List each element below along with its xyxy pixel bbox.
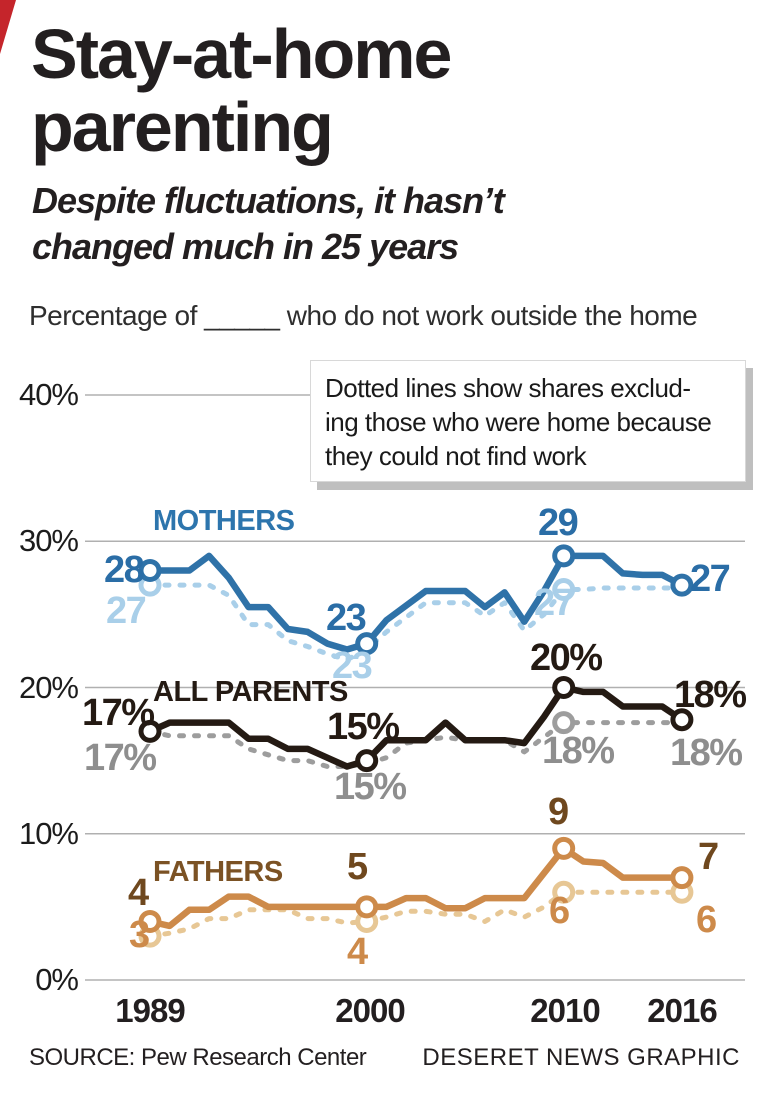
y-tick-40: 40% [18,377,79,412]
value-label: 27 [106,590,147,632]
value-label: 4 [347,931,368,973]
series-line-parents-dashed [147,720,685,769]
value-label: 5 [347,846,368,888]
data-marker-parents-solid-2010 [552,676,576,699]
x-tick-2010: 2010 [530,992,600,1029]
value-label: 15% [327,706,400,748]
series-line-fathers-dashed [147,889,685,939]
data-marker-parents-solid-1989 [138,719,162,743]
value-label: 4 [128,872,149,914]
series-line-fathers-solid [146,845,686,930]
value-label: 18% [542,730,615,772]
series-label-mothers: MOTHERS [153,505,295,537]
data-marker-mothers-solid-2016 [670,573,694,597]
y-tick-20: 20% [18,670,79,705]
series-label-all-parents: ALL PARENTS [153,676,348,708]
y-tick-30: 30% [18,523,79,558]
value-label: 17% [84,737,157,779]
data-marker-fathers-solid-2016 [670,866,694,890]
value-label: 6 [549,890,570,932]
value-label: 23 [326,597,367,639]
annotation-line-1: Dotted lines show shares exclud- [325,373,691,403]
value-label: 27 [534,582,575,624]
data-marker-mothers-dashed-2010 [552,578,576,601]
data-marker-mothers-solid-2000 [355,632,379,656]
data-marker-parents-dashed-2010 [552,711,576,735]
series-line-mothers-solid [146,552,686,653]
value-label: 20% [530,637,603,679]
annotation-line-2: ing those who were home because [325,407,712,437]
subtitle-line-1: Despite fluctuations, it hasn’t [32,180,505,221]
title-line-1: Stay-at-home [31,15,452,93]
page-subtitle: Despite fluctuations, it hasn’t changed … [32,178,505,270]
value-label: 18% [670,732,743,774]
value-label: 17% [82,692,155,734]
value-label: 18% [674,674,747,716]
value-label: 15% [334,766,407,808]
value-label: 7 [698,836,719,878]
value-label: 3 [129,914,150,956]
page-title: Stay-at-home parenting [31,15,452,166]
y-tick-0: 0% [35,962,79,997]
data-marker-fathers-solid-2000 [355,895,379,919]
value-label: 9 [548,791,569,833]
data-marker-parents-solid-2000 [355,749,379,773]
title-line-2: parenting [31,88,334,166]
value-label: 28 [104,549,145,591]
data-marker-mothers-solid-1989 [138,559,162,582]
graphic-credit: DESERET NEWS GRAPHIC [422,1044,740,1071]
value-label: 27 [690,558,731,600]
value-label: 6 [696,899,717,941]
annotation-line-3: they could not find work [325,441,587,471]
series-label-fathers: FATHERS [153,856,283,888]
data-marker-parents-solid-2016 [670,708,694,732]
annotation-box: Dotted lines show shares exclud- ing tho… [310,360,746,482]
source-credit: SOURCE: Pew Research Center [29,1044,367,1071]
data-marker-mothers-solid-2010 [552,544,576,568]
data-marker-fathers-dashed-2010 [552,880,576,904]
value-label: 23 [332,645,373,687]
x-tick-2016: 2016 [647,992,717,1029]
subtitle-line-2: changed much in 25 years [32,226,459,267]
x-tick-1989: 1989 [115,992,185,1029]
x-tick-2000: 2000 [335,992,405,1029]
y-tick-10: 10% [18,816,79,851]
data-marker-fathers-solid-1989 [138,910,162,933]
value-label: 29 [538,502,579,544]
series-line-parents-solid [146,684,686,770]
series-line-mothers-dashed [147,582,685,663]
axis-description: Percentage of _____ who do not work outs… [29,300,698,331]
data-marker-fathers-solid-2010 [552,836,576,860]
